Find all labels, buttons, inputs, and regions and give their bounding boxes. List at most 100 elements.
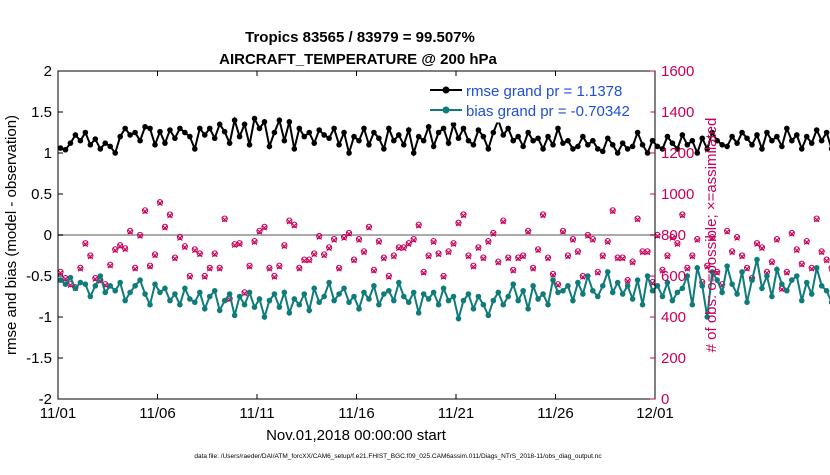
bias-point — [570, 298, 576, 304]
left-y-tick-label: 1.5 — [31, 104, 52, 121]
rmse-point — [535, 135, 541, 141]
bias-point — [719, 290, 725, 296]
bias-point — [411, 290, 417, 296]
bias-point — [645, 273, 651, 279]
bias-point — [102, 290, 108, 296]
obs-possible-point — [774, 237, 779, 242]
rmse-point — [491, 130, 497, 136]
rmse-point — [510, 138, 516, 144]
bias-point — [321, 294, 327, 300]
rmse-point — [615, 150, 621, 156]
bias-point — [242, 302, 248, 308]
rmse-point — [371, 130, 377, 136]
rmse-point — [406, 127, 412, 133]
rmse-point — [456, 135, 462, 141]
legend-bias-label: bias grand pr = -0.70342 — [466, 103, 630, 120]
bias-point — [83, 281, 89, 287]
obs-possible-point — [799, 261, 804, 266]
bias-point — [600, 283, 606, 289]
bias-point — [555, 290, 561, 296]
obs-possible-point — [734, 234, 739, 239]
rmse-point — [376, 135, 382, 141]
bias-point — [814, 265, 820, 271]
bias-point — [227, 291, 233, 297]
rmse-point — [585, 142, 591, 148]
bias-point — [202, 306, 208, 312]
bias-point — [515, 298, 521, 304]
rmse-point — [739, 130, 745, 136]
bias-point — [680, 286, 686, 292]
bias-point — [610, 290, 616, 296]
bias-point — [690, 302, 696, 308]
rmse-point — [540, 146, 546, 152]
bias-point — [331, 298, 337, 304]
rmse-point — [277, 117, 283, 123]
left-y-axis-ticks: 21.510.50-0.5-1-1.5-2 — [26, 63, 63, 408]
rmse-point — [182, 130, 188, 136]
bias-point — [58, 277, 64, 283]
bias-point — [446, 298, 452, 304]
bias-point — [122, 298, 128, 304]
bias-point — [660, 294, 666, 300]
x-tick-label: 11/26 — [537, 405, 573, 422]
rmse-point — [202, 132, 208, 138]
bias-point — [824, 288, 830, 294]
bias-point — [724, 263, 730, 269]
bias-point — [237, 294, 243, 300]
rmse-point — [645, 150, 651, 156]
bias-point — [167, 298, 173, 304]
rmse-point — [162, 140, 168, 146]
rmse-point — [68, 140, 74, 146]
bias-point — [73, 286, 79, 292]
bias-point — [565, 283, 571, 289]
obs-possible-point — [739, 253, 744, 258]
bias-point — [421, 291, 427, 297]
bias-point — [640, 302, 646, 308]
rmse-point — [192, 146, 198, 152]
rmse-point — [351, 134, 357, 140]
bias-point — [630, 296, 636, 302]
obs-possible-point — [690, 253, 695, 258]
obs-possible-point — [695, 237, 700, 242]
bias-point — [431, 290, 437, 296]
rmse-point — [635, 130, 641, 136]
obs-possible-point — [759, 245, 764, 250]
rmse-point — [500, 132, 506, 138]
rmse-point — [640, 142, 646, 148]
rmse-point — [416, 134, 422, 140]
rmse-point — [411, 150, 417, 156]
rmse-point — [391, 138, 397, 144]
bias-point — [197, 290, 203, 296]
rmse-point — [316, 127, 322, 133]
rmse-point — [744, 135, 750, 141]
rmse-point — [719, 142, 725, 148]
bias-point — [426, 296, 432, 302]
rmse-point — [520, 144, 526, 150]
bias-point — [192, 299, 198, 305]
legend-bias-marker — [443, 107, 450, 114]
rmse-point — [127, 132, 133, 138]
rmse-point — [346, 150, 352, 156]
obs-possible-point — [730, 249, 735, 254]
bias-point — [461, 298, 467, 304]
rmse-point — [779, 144, 785, 150]
rmse-point — [386, 126, 392, 132]
bias-point — [132, 283, 138, 289]
rmse-point — [799, 146, 805, 152]
bias-point — [88, 294, 94, 300]
bias-point — [779, 281, 785, 287]
rmse-point — [476, 127, 482, 133]
rmse-point — [764, 130, 770, 136]
x-tick-label: 11/06 — [139, 405, 175, 422]
rmse-point — [630, 144, 636, 150]
bias-point — [147, 302, 153, 308]
rmse-point — [426, 124, 432, 130]
x-tick-label: 11/11 — [239, 405, 274, 422]
right-y-tick-label: 1600 — [661, 63, 694, 80]
bias-point — [361, 290, 367, 296]
rmse-point — [625, 146, 631, 152]
rmse-point — [466, 138, 472, 144]
rmse-point — [336, 142, 342, 148]
rmse-point — [525, 130, 531, 136]
rmse-point — [555, 126, 561, 132]
